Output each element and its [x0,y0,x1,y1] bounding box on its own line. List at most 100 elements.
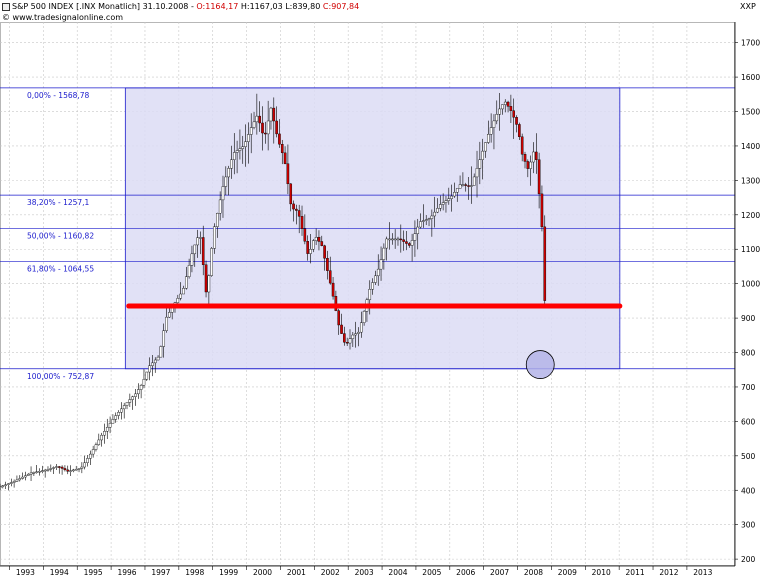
x-tick-label: 2013 [693,568,712,577]
plot-frame [0,22,735,566]
candle-body [117,412,120,416]
candle-body [306,241,309,254]
candle-body [501,104,504,110]
candle-body [512,110,516,118]
x-tick-label: 2012 [659,568,678,577]
candle-body [275,120,278,135]
y-tick-label: 400 [741,486,756,495]
candle-body [424,219,428,221]
candle-body [252,121,256,128]
candle-body [280,144,284,154]
candle-body [89,453,92,459]
candle-body [495,113,499,122]
candle-body [458,184,462,189]
candle-body [498,108,501,115]
candle-body [450,195,453,199]
candle-body [179,293,182,299]
candle-body [345,342,349,344]
candle-body [430,215,434,219]
candle-body [193,244,197,255]
candle-body [396,238,400,241]
candle-body [343,333,346,343]
x-tick-label: 2008 [524,568,543,577]
candle-body [323,245,326,259]
settings-square-icon[interactable] [2,2,10,11]
x-tick-label: 2009 [558,568,577,577]
candle-body [52,467,55,469]
candle-body [12,481,16,483]
fib-level-label: 0,00% - 1568,78 [27,91,90,100]
overlay-layer [126,303,623,379]
candle-body [295,208,298,211]
candle-body [108,423,112,428]
x-tick-label: 2001 [287,568,306,577]
candle-body [309,249,312,254]
x-tick-label: 2003 [355,568,374,577]
candle-body [371,282,374,290]
candle-body [97,439,101,445]
circle-marker [525,350,555,379]
candle-body [148,365,151,373]
x-tick-label: 1996 [117,568,136,577]
candle-body [484,142,487,152]
candle-body [503,101,507,105]
candle-body [515,117,518,125]
candle-body [543,226,547,301]
y-tick-label: 1300 [741,176,760,185]
fib-level-label: 100,00% - 752,87 [27,372,94,381]
x-tick-label: 2005 [422,568,441,577]
candle-body [489,127,493,135]
x-tick-label: 1993 [16,568,35,577]
candle-body [103,431,106,436]
candle-body [340,324,343,334]
candle-body [145,371,149,380]
candle-body [326,258,329,271]
candle-body [441,202,445,205]
candle-body [382,247,386,260]
candle-body [300,216,304,229]
y-tick-label: 300 [741,521,756,530]
candle-body [74,468,78,471]
candle-body [261,122,264,134]
candle-body [419,221,422,228]
candle-body [410,240,414,246]
candle-body [334,296,338,311]
candle-body [455,188,459,193]
axis-layer: 1700 1600 1500 1400 1300 1200 1100 1000 900 800 70… [0,22,760,577]
x-tick-label: 2002 [321,568,340,577]
candle-body [230,159,233,169]
candle-body [461,184,465,186]
candle-body [475,168,479,178]
candle-body [156,356,160,361]
candle-body [128,399,132,403]
candle-body [49,468,53,470]
x-tick-label: 2011 [626,568,645,577]
candle-body [385,238,388,249]
candle-body [359,322,363,333]
x-tick-label: 2007 [490,568,509,577]
candle-body [187,265,191,277]
candle-body [134,393,137,397]
candle-body [125,402,129,406]
candle-body [537,159,541,195]
candle-body [46,469,50,471]
candle-body [393,238,397,241]
fib-level-label: 38,20% - 1257,1 [27,198,90,207]
x-tick-label: 1995 [84,568,103,577]
y-tick-label: 1200 [741,211,760,220]
x-tick-label: 2000 [253,568,272,577]
candle-body [289,183,293,205]
candle-body [467,185,470,187]
candle-body [120,408,123,413]
candle-body [379,259,383,270]
candle-body [232,152,236,160]
y-tick-label: 900 [741,314,756,323]
high-value: H:1167,03 [240,2,283,11]
chart-header: S&P 500 INDEX [.INX Monatlich] 31.10.200… [2,2,359,11]
candle-body [283,152,287,164]
candle-body [297,210,301,217]
candle-body [72,469,75,472]
candle-body [405,241,408,244]
fib-rectangle-layer: 0,00% - 1568,78 38,20% - 1257,1 50,00% - 1… [0,87,735,381]
candle-body [100,434,103,441]
